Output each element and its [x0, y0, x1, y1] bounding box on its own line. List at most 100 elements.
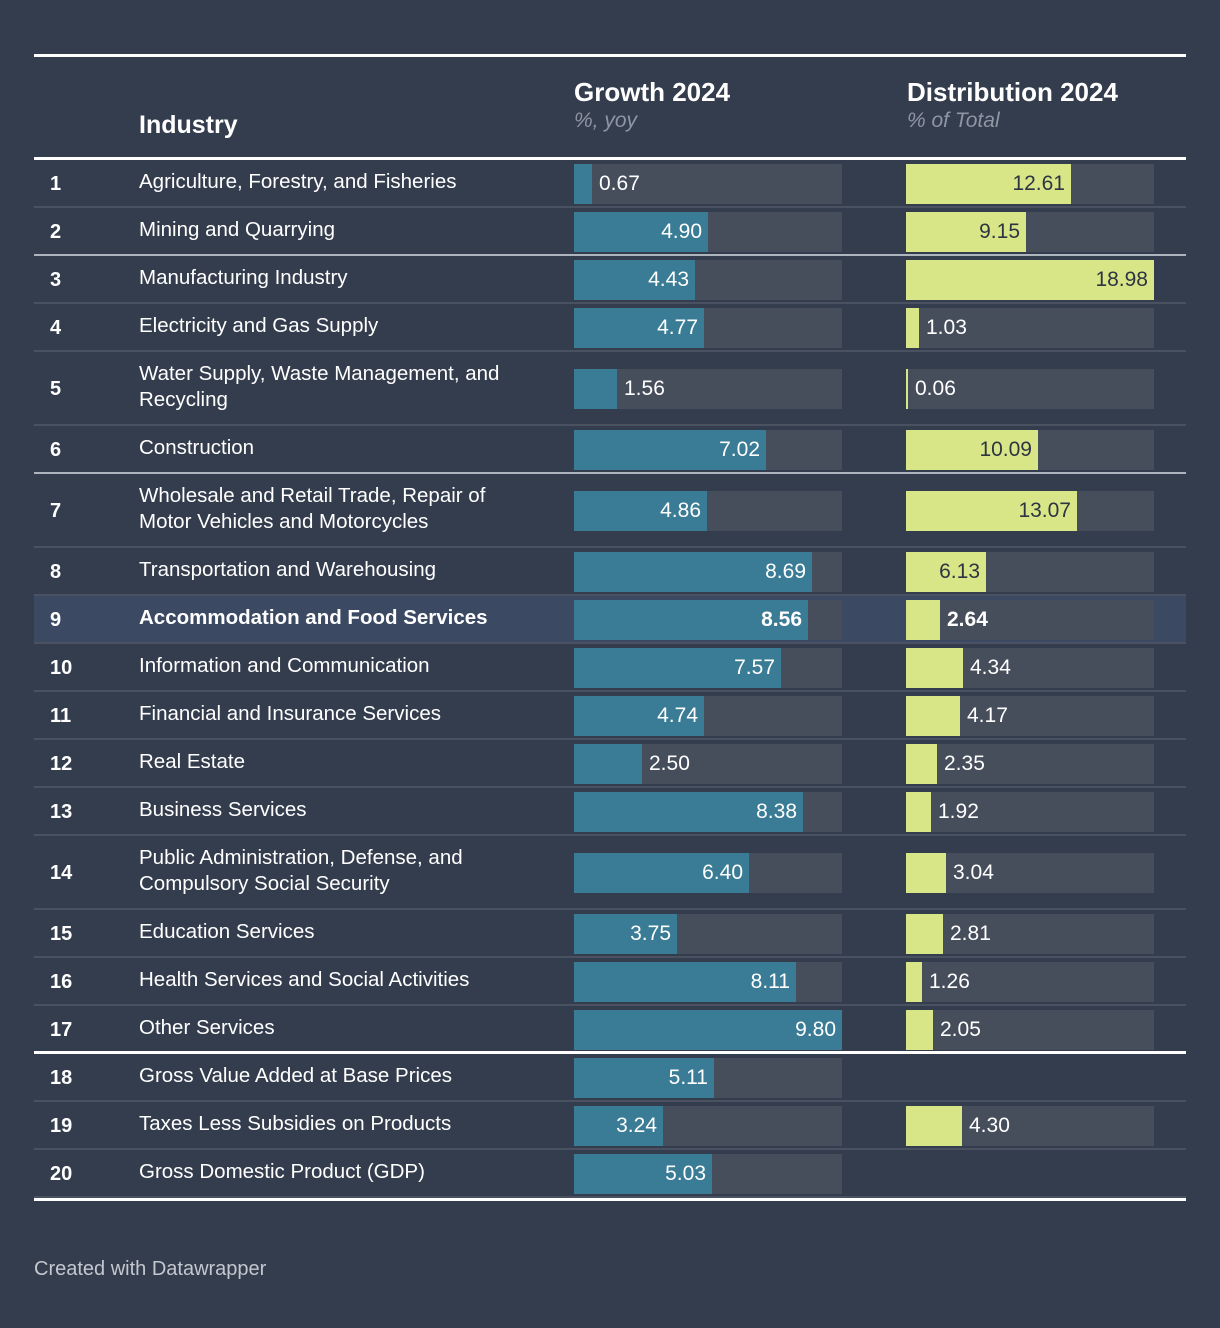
table-header: Industry Growth 2024 %, yoy Distribution… — [34, 57, 1186, 157]
header-rule — [34, 157, 1186, 160]
row-7-growth-value: 4.86 — [660, 499, 701, 522]
row-17-industry: Other Services — [139, 1016, 275, 1039]
table-row: 12 Real Estate 2.50 2.35 — [34, 740, 1186, 788]
table-row: 1 Agriculture, Forestry, and Fisheries 0.6… — [34, 160, 1186, 208]
table-row: 5 Water Supply, Waste Management, and Rec… — [34, 352, 1186, 426]
table-row: 6 Construction 7.02 10.09 — [34, 426, 1186, 474]
row-14-industry: Public Administration, Defense, and Comp… — [139, 846, 463, 895]
row-9-industry: Accommodation and Food Services — [139, 606, 488, 629]
row-2-distribution-value: 9.15 — [979, 220, 1020, 243]
row-1-growth-bar — [574, 164, 592, 204]
row-11-growth-track: 4.74 — [574, 696, 842, 736]
row-3-growth-bar — [574, 260, 695, 300]
table-row: 14 Public Administration, Defense, and Co… — [34, 836, 1186, 910]
table-row: 13 Business Services 8.38 1.92 — [34, 788, 1186, 836]
row-12-growth-track: 2.50 — [574, 744, 842, 784]
row-15-distribution-track: 2.81 — [906, 914, 1154, 954]
row-18-growth-track: 5.11 — [574, 1058, 842, 1098]
table-row: 9 Accommodation and Food Services 8.56 2.64 — [34, 596, 1186, 644]
row-6-growth-value: 7.02 — [719, 438, 760, 461]
row-17-distribution-track: 2.05 — [906, 1010, 1154, 1050]
row-8-industry: Transportation and Warehousing — [139, 558, 437, 581]
growth-header-title: Growth 2024 — [574, 77, 731, 107]
row-19-growth-bar — [574, 1106, 663, 1146]
row-13-distribution-track: 1.92 — [906, 792, 1154, 832]
row-15-distribution-value: 2.81 — [950, 922, 991, 945]
row-8-growth-value: 8.69 — [765, 560, 806, 583]
row-19-distribution-value: 4.30 — [969, 1114, 1010, 1137]
row-15-growth-bar — [574, 914, 677, 954]
row-10-rank: 10 — [50, 657, 73, 679]
row-6-distribution-value: 10.09 — [979, 438, 1032, 461]
row-10-distribution-value: 4.34 — [970, 656, 1011, 679]
row-4-distribution-track: 1.03 — [906, 308, 1154, 348]
distribution-header-subtitle: % of Total — [907, 109, 1000, 132]
row-4-growth-value: 4.77 — [657, 316, 698, 339]
row-15-rank: 15 — [50, 923, 73, 945]
table-row: 2 Mining and Quarrying 4.90 9.15 — [34, 208, 1186, 256]
row-16-distribution-track: 1.26 — [906, 962, 1154, 1002]
row-8-distribution-track: 6.13 — [906, 552, 1154, 592]
table-row: 20 Gross Domestic Product (GDP) 5.03 — [34, 1150, 1186, 1198]
table-row: 19 Taxes Less Subsidies on Products 3.24 4.… — [34, 1102, 1186, 1150]
row-14-growth-value: 6.40 — [702, 861, 743, 884]
row-15-distribution-bar — [906, 914, 943, 954]
table-row: 10 Information and Communication 7.57 4.34 — [34, 644, 1186, 692]
row-11-rank: 11 — [50, 705, 72, 727]
row-7-growth-track: 4.86 — [574, 491, 842, 531]
row-12-distribution-value: 2.35 — [944, 752, 985, 775]
row-16-distribution-value: 1.26 — [929, 970, 970, 993]
row-17-distribution-bar — [906, 1010, 933, 1050]
row-1-growth-track: 0.67 — [574, 164, 842, 204]
distribution-header-title: Distribution 2024 — [907, 77, 1118, 107]
industry-column-header: Industry — [139, 111, 238, 139]
row-14-distribution-bar — [906, 853, 946, 893]
row-14-distribution-track: 3.04 — [906, 853, 1154, 893]
row-16-growth-bar — [574, 962, 796, 1002]
row-4-growth-track: 4.77 — [574, 308, 842, 348]
row-17-growth-bar — [574, 1010, 842, 1050]
row-13-growth-track: 8.38 — [574, 792, 842, 832]
row-19-rank: 19 — [50, 1115, 73, 1137]
row-1-growth-value: 0.67 — [599, 172, 640, 195]
row-13-distribution-bar — [906, 792, 931, 832]
row-10-distribution-track: 4.34 — [906, 648, 1154, 688]
bottom-rule — [34, 1198, 1186, 1201]
row-6-distribution-track: 10.09 — [906, 430, 1154, 470]
table-row: 15 Education Services 3.75 2.81 — [34, 910, 1186, 958]
row-14-rank: 14 — [50, 862, 73, 884]
row-8-distribution-value: 6.13 — [939, 560, 980, 583]
row-14-growth-bar — [574, 853, 749, 893]
table-row: 8 Transportation and Warehousing 8.69 6.13 — [34, 548, 1186, 596]
row-1-rank: 1 — [50, 173, 62, 195]
row-5-rank: 5 — [50, 378, 62, 400]
row-2-growth-value: 4.90 — [661, 220, 702, 243]
row-18-growth-value: 5.11 — [668, 1066, 708, 1089]
row-5-industry: Water Supply, Waste Management, and Recy… — [139, 362, 500, 411]
row-5-distribution-bar — [906, 369, 908, 409]
table-row: 18 Gross Value Added at Base Prices 5.11 — [34, 1054, 1186, 1102]
row-12-industry: Real Estate — [139, 750, 245, 773]
row-14-distribution-value: 3.04 — [953, 861, 994, 884]
row-11-distribution-bar — [906, 696, 960, 736]
row-19-growth-value: 3.24 — [616, 1114, 657, 1137]
row-12-rank: 12 — [50, 753, 73, 775]
row-8-distribution-bar — [906, 552, 986, 592]
row-10-industry: Information and Communication — [139, 654, 430, 677]
row-10-growth-track: 7.57 — [574, 648, 842, 688]
table-row: 4 Electricity and Gas Supply 4.77 1.03 — [34, 304, 1186, 352]
row-18-growth-bar — [574, 1058, 714, 1098]
data-table: Industry Growth 2024 %, yoy Distribution… — [34, 54, 1186, 1201]
row-19-growth-track: 3.24 — [574, 1106, 842, 1146]
row-18-industry: Gross Value Added at Base Prices — [139, 1064, 452, 1087]
row-4-industry: Electricity and Gas Supply — [139, 314, 379, 337]
row-2-growth-bar — [574, 212, 708, 252]
row-18-rank: 18 — [50, 1067, 73, 1089]
table-row: 7 Wholesale and Retail Trade, Repair of M… — [34, 474, 1186, 548]
row-4-distribution-bar — [906, 308, 919, 348]
row-1-industry: Agriculture, Forestry, and Fisheries — [139, 170, 457, 193]
growth-header-subtitle: %, yoy — [574, 109, 638, 132]
row-9-distribution-bar — [906, 600, 940, 640]
row-1-distribution-track: 12.61 — [906, 164, 1154, 204]
row-15-growth-track: 3.75 — [574, 914, 842, 954]
